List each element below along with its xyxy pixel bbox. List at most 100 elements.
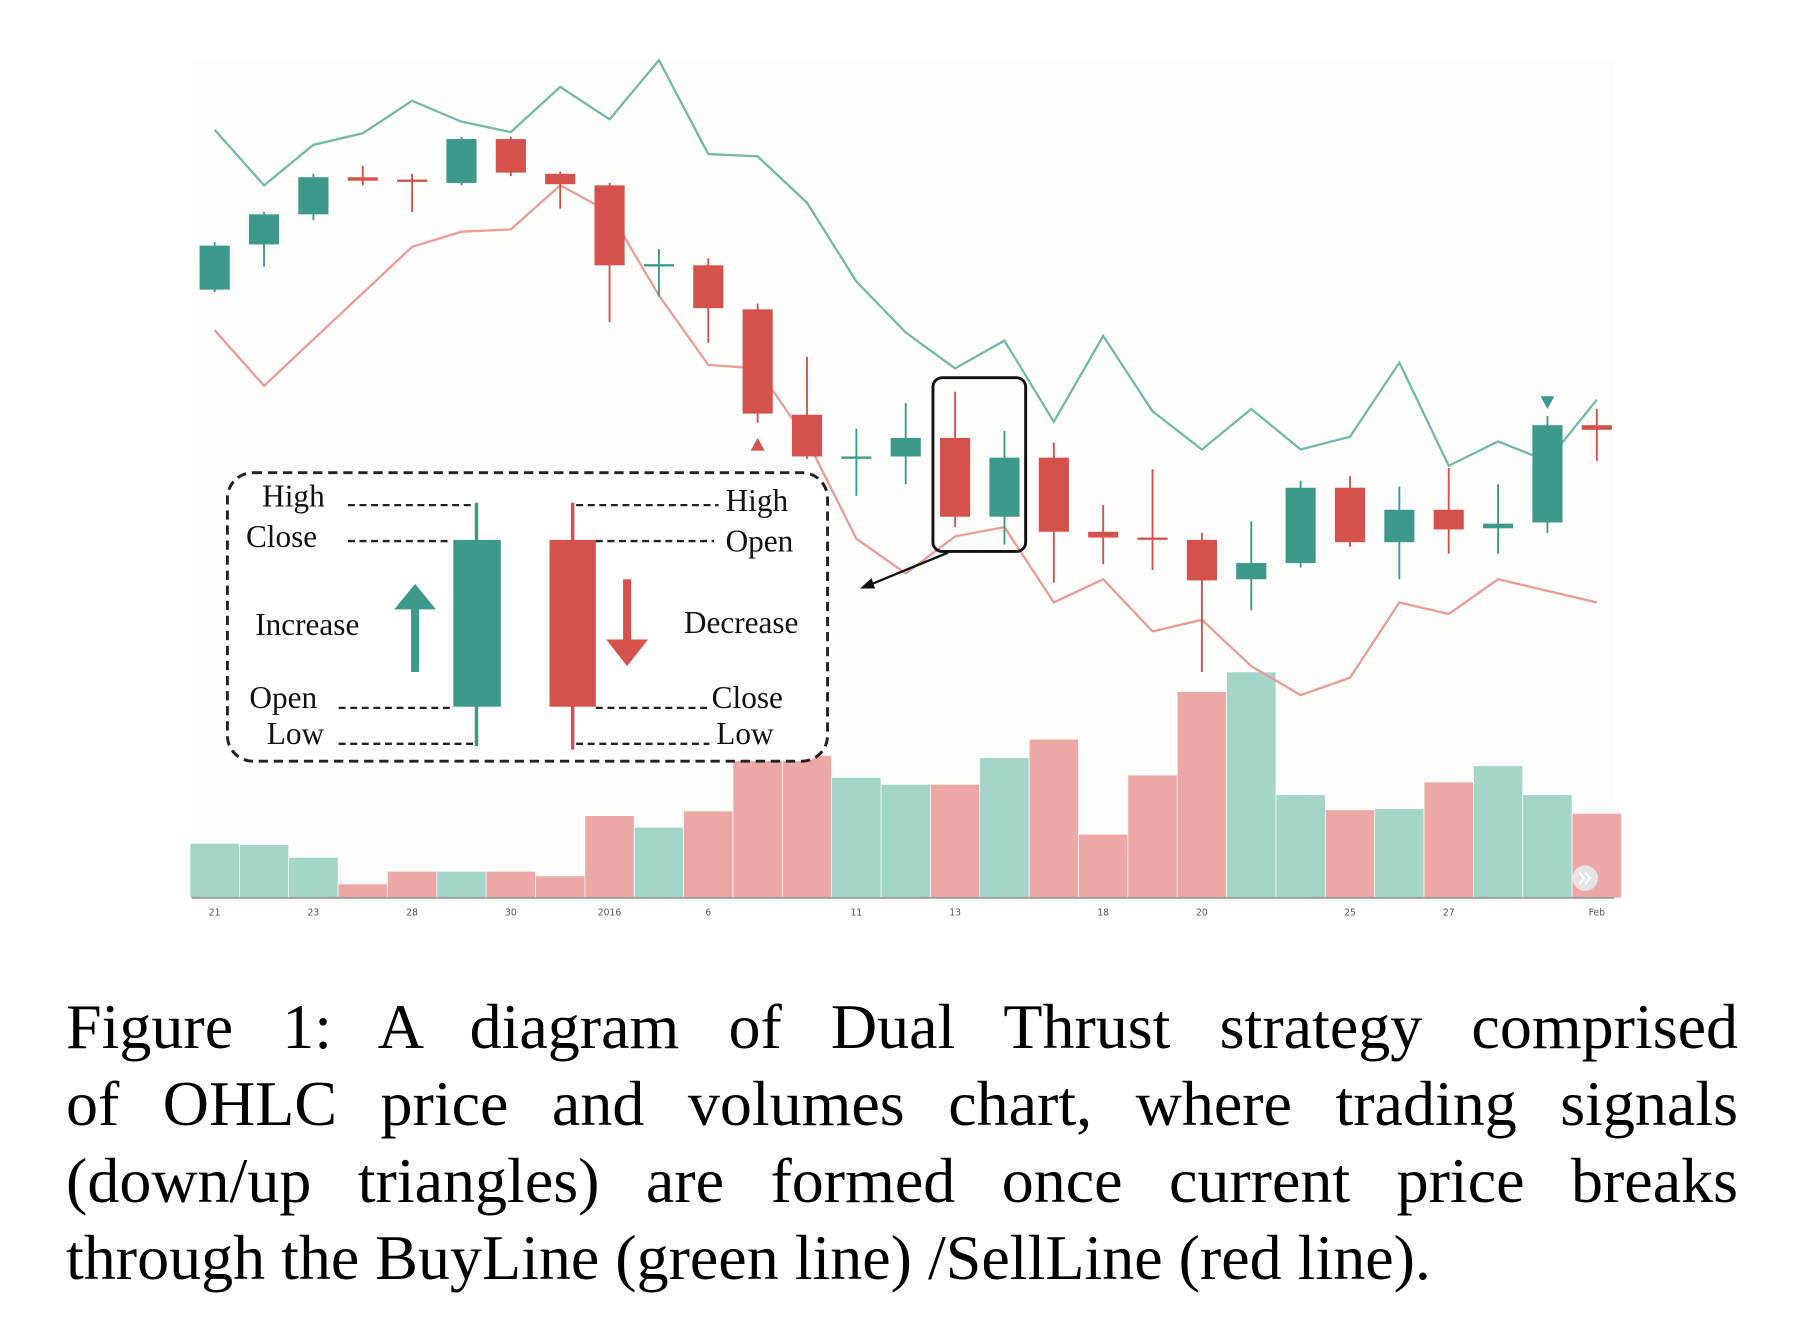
candle-body <box>1532 425 1563 523</box>
x-tick-label: 21 <box>209 907 221 918</box>
volume-bar <box>683 810 734 899</box>
candle-body <box>791 414 823 457</box>
candle-body <box>248 214 280 245</box>
x-tick-label: Feb <box>1589 907 1606 918</box>
candle-body <box>1581 425 1612 430</box>
caption-line: Figure 1: A diagram of Dual Thrust strat… <box>66 991 1738 1062</box>
inset-label: Increase <box>255 607 359 642</box>
buy-line <box>213 58 1598 468</box>
candle-body <box>397 179 428 182</box>
candle-body <box>298 177 329 215</box>
candle-body <box>1236 563 1267 580</box>
volume-bar <box>1127 774 1178 899</box>
volume-bar <box>831 777 882 899</box>
volume-bar <box>1324 809 1376 899</box>
overlay: High Close Increase Open Low High Open D… <box>225 376 1598 891</box>
volume-bar <box>584 815 635 899</box>
candle-body <box>495 139 526 173</box>
volume-bar <box>239 844 290 899</box>
inset-guides <box>338 503 719 745</box>
inset-label: Low <box>716 716 774 751</box>
candle-body <box>1483 523 1514 529</box>
inset-label: Open <box>249 680 317 715</box>
x-tick-label: 2016 <box>598 907 622 918</box>
x-tick-label: 20 <box>1196 907 1208 918</box>
candle-body <box>1088 531 1119 538</box>
down-arrow-head <box>606 639 648 667</box>
candle-body <box>989 457 1020 517</box>
volume-bar <box>1423 781 1474 899</box>
x-tick-label: 18 <box>1097 907 1109 918</box>
volume-bar <box>979 757 1030 899</box>
inset-label: High <box>262 479 325 514</box>
volume-bar <box>1522 794 1573 899</box>
inset-label: Close <box>246 519 317 554</box>
x-tick-label: 27 <box>1443 907 1455 918</box>
chart: 21 23 28 30 2016 6 11 13 18 20 25 27 Feb <box>189 58 1622 918</box>
x-tick-label: 6 <box>705 907 711 918</box>
candle-body <box>446 139 477 184</box>
x-tick-label: 23 <box>308 907 320 918</box>
x-tick-label: 11 <box>850 907 862 918</box>
x-tick-label: 30 <box>505 907 517 918</box>
volume-bar <box>535 875 586 899</box>
x-tick-label: 28 <box>406 907 418 918</box>
candle-body <box>594 185 625 266</box>
candle-body <box>693 265 724 309</box>
candle-body <box>890 437 921 457</box>
candle-body <box>940 437 971 517</box>
volume-bar <box>1028 738 1079 899</box>
candle-body <box>347 177 378 181</box>
volume-bar <box>781 755 833 899</box>
x-tick-label: 13 <box>949 907 961 918</box>
sell-line <box>213 183 1598 697</box>
highlight-box <box>931 376 1028 553</box>
caption: Figure 1: A diagram of Dual Thrust strat… <box>66 988 1738 1296</box>
caption-line: through the BuyLine (green line) /SellLi… <box>66 1222 1431 1293</box>
volume-bar <box>189 843 240 899</box>
volume-bar <box>930 783 981 899</box>
inset-decrease-body <box>549 539 596 707</box>
candle-body <box>1384 509 1415 543</box>
inset-label: High <box>726 483 789 518</box>
candle-body <box>1038 457 1069 532</box>
scroll-icon <box>1578 871 1592 885</box>
caption-line: of OHLC price and volumes chart, where t… <box>66 1068 1738 1139</box>
candle-body <box>1334 487 1366 543</box>
volume-bar <box>337 883 388 899</box>
volume-bar <box>633 826 684 899</box>
candle-body <box>199 245 230 290</box>
legend-inset <box>225 471 829 763</box>
volume-bar <box>387 870 438 899</box>
x-tick-label: 25 <box>1344 907 1356 918</box>
candle-body <box>1433 509 1464 530</box>
candle-body <box>545 173 576 185</box>
volume-bar <box>880 783 931 899</box>
highlight-arrow <box>868 551 949 587</box>
volume-bar <box>436 870 487 899</box>
volume-bar <box>1078 833 1129 899</box>
volume-bar <box>1275 794 1326 899</box>
volume-bar <box>1176 691 1227 899</box>
inset-label: Close <box>712 680 783 715</box>
candle-body <box>643 264 674 267</box>
inset-label: Low <box>267 716 325 751</box>
signal-marker <box>1540 396 1555 409</box>
candle-body <box>1137 537 1168 540</box>
candle-body <box>1186 539 1217 581</box>
candle-body <box>841 456 872 459</box>
candle-body <box>742 309 773 414</box>
candle-body <box>1285 487 1316 564</box>
inset-label: Open <box>726 524 794 559</box>
inset-increase-body <box>453 539 501 707</box>
up-arrow-head <box>394 583 436 610</box>
volume-bar <box>1473 765 1524 899</box>
volume-bar <box>1374 808 1425 899</box>
inset-label: Decrease <box>684 605 799 640</box>
highlight-arrow-head <box>859 578 876 589</box>
caption-line: (down/up triangles) are formed once curr… <box>66 1145 1738 1216</box>
signal-marker <box>750 437 765 451</box>
volume-bar <box>732 752 783 899</box>
